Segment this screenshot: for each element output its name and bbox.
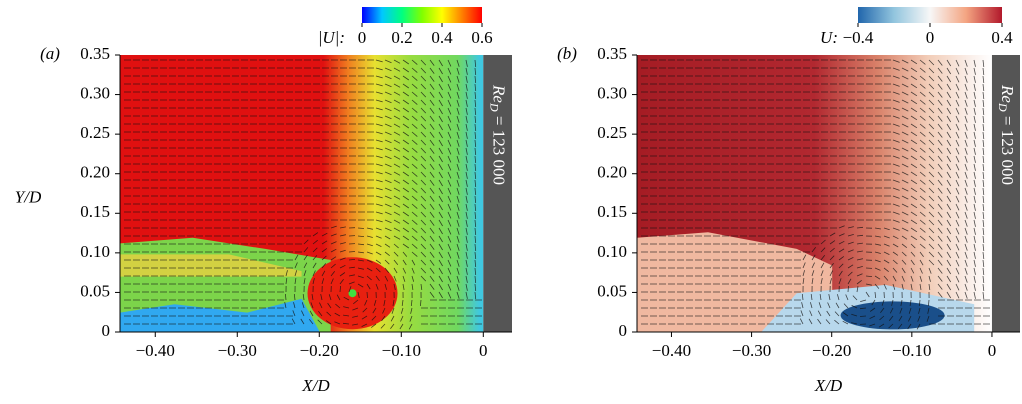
colorbar-tick-label: 0.2 <box>391 28 412 47</box>
annotation: ReD = 123 000 <box>488 84 509 185</box>
colorbar <box>858 7 1002 23</box>
panel-label: (b) <box>557 44 577 63</box>
x-tick-label: 0 <box>479 341 488 360</box>
vector-arrows <box>124 59 482 330</box>
x-tick-label: 0 <box>988 341 997 360</box>
field-region <box>637 232 833 332</box>
annotation-rest: = 123 000 <box>998 112 1017 185</box>
y-tick-label: 0.05 <box>80 281 110 300</box>
y-axis-label: Y/D <box>15 187 42 206</box>
vector-arrows <box>641 59 990 330</box>
annotation-main: Re <box>998 84 1017 103</box>
x-tick-label: −0.30 <box>732 341 771 360</box>
y-tick-label: 0.25 <box>80 123 110 142</box>
x-tick-label: −0.40 <box>136 341 175 360</box>
colorbar-label: U: <box>820 28 838 47</box>
wall <box>991 55 1020 332</box>
x-tick-label: −0.40 <box>652 341 691 360</box>
x-axis-label: X/D <box>301 376 330 395</box>
annotation-rest: = 123 000 <box>490 112 509 185</box>
field-region <box>840 301 945 330</box>
annotation: ReD = 123 000 <box>996 84 1017 185</box>
colorbar-tick-label: 0.6 <box>471 28 492 47</box>
y-tick-label: 0 <box>619 321 628 340</box>
y-tick-label: 0.35 <box>80 44 110 63</box>
panel-label: (a) <box>40 44 60 63</box>
y-tick-label: 0.15 <box>80 202 110 221</box>
colorbar <box>362 7 482 23</box>
y-tick-label: 0.20 <box>80 163 110 182</box>
annotation-sub: D <box>488 102 502 112</box>
y-tick-label: 0.25 <box>597 123 627 142</box>
colorbar-label: |U|: <box>318 28 345 47</box>
field-region <box>348 289 357 298</box>
annotation-sub: D <box>996 102 1010 112</box>
colorbar-tick-label: −0.4 <box>843 28 874 47</box>
x-tick-label: −0.20 <box>812 341 851 360</box>
colorbar-tick-label: 0 <box>358 28 367 47</box>
colorbar-tick-label: 0.4 <box>431 28 453 47</box>
y-tick-label: 0.20 <box>597 163 627 182</box>
wall <box>483 55 512 332</box>
colorbar-tick-label: 0.4 <box>991 28 1013 47</box>
y-tick-label: 0.10 <box>597 242 627 261</box>
x-tick-label: −0.10 <box>892 341 931 360</box>
x-tick-label: −0.20 <box>300 341 339 360</box>
annotation-main: Re <box>490 84 509 103</box>
y-tick-label: 0.15 <box>597 202 627 221</box>
y-tick-label: 0.05 <box>597 281 627 300</box>
colorbar-tick-label: 0 <box>926 28 935 47</box>
field <box>120 55 484 332</box>
y-tick-label: 0.35 <box>597 44 627 63</box>
field <box>637 55 992 332</box>
x-tick-label: −0.30 <box>218 341 257 360</box>
y-tick-label: 0.10 <box>80 242 110 261</box>
x-axis-label: X/D <box>814 376 843 395</box>
x-tick-label: −0.10 <box>382 341 421 360</box>
y-tick-label: 0.30 <box>597 83 627 102</box>
y-tick-label: 0.30 <box>80 83 110 102</box>
y-tick-label: 0 <box>102 321 111 340</box>
